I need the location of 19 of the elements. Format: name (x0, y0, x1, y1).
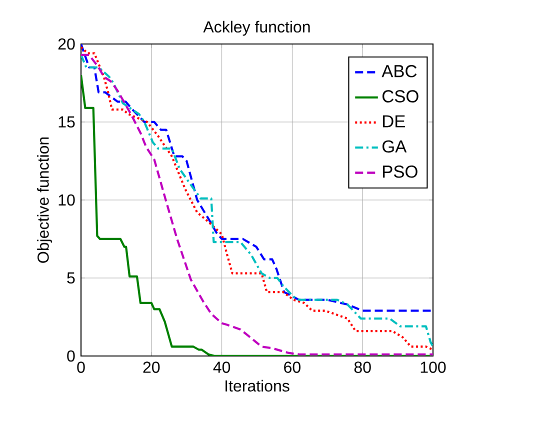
y-tick-label: 20 (58, 38, 75, 50)
y-tick-label: 15 (58, 116, 75, 128)
x-tick-label: 40 (213, 362, 230, 373)
x-tick-label: 100 (420, 362, 446, 373)
y-tick-label: 0 (67, 350, 75, 362)
legend-label: PSO (383, 165, 418, 178)
chart-title: Ackley function (203, 20, 310, 36)
legend-label: GA (382, 140, 407, 153)
legend-label: ABC (382, 64, 417, 78)
x-tick-label: 20 (143, 362, 160, 373)
legend-label: DE (383, 115, 405, 128)
y-axis-title: Objective function (37, 137, 52, 263)
x-tick-label: 0 (77, 362, 85, 373)
y-tick-label: 5 (67, 272, 75, 284)
legend-label: CSO (382, 90, 418, 102)
x-tick-label: 80 (354, 362, 371, 373)
y-tick-label: 10 (58, 194, 75, 206)
x-axis-title: Iterations (226, 380, 290, 392)
x-tick-label: 60 (284, 362, 300, 373)
